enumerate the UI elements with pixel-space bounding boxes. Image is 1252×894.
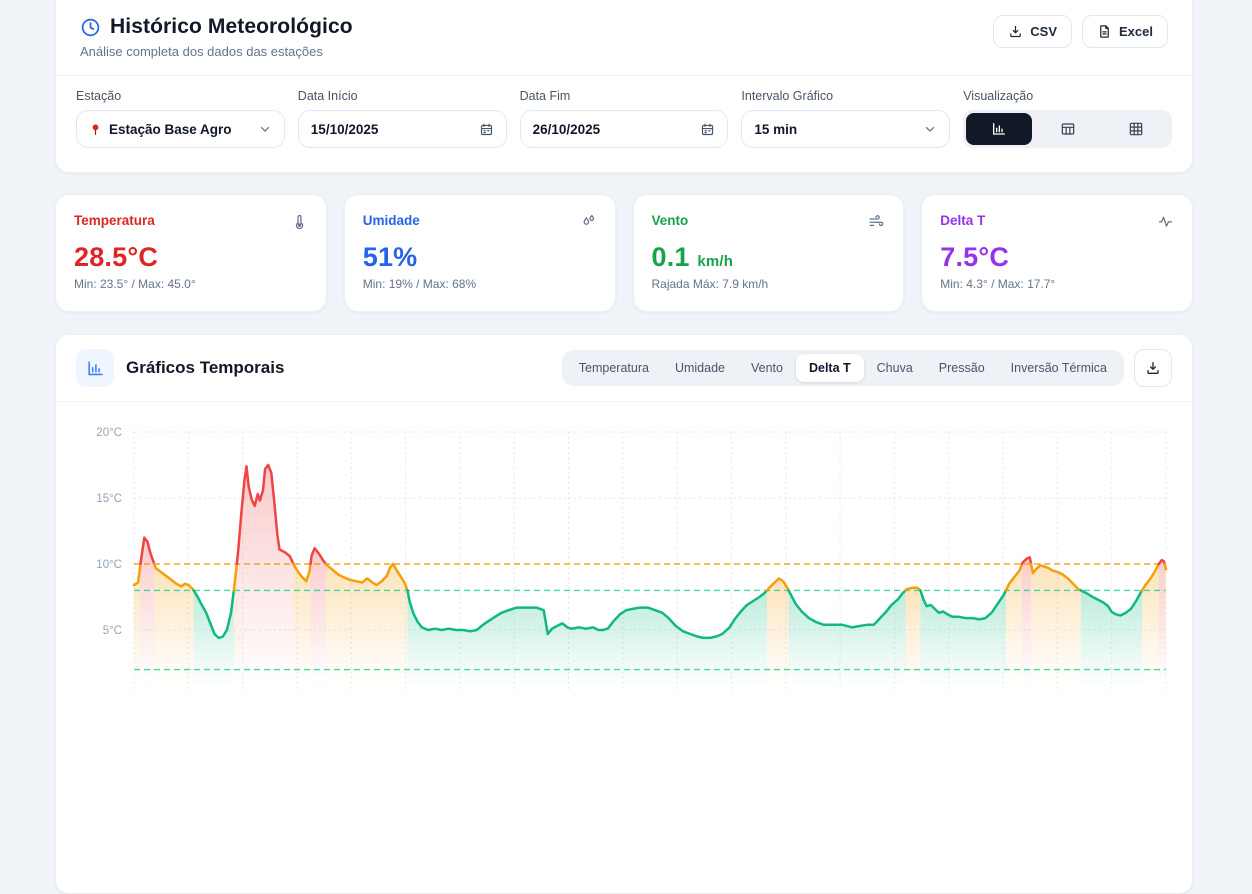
svg-text:10°C: 10°C [96, 559, 122, 571]
export-excel-label: Excel [1119, 24, 1153, 39]
svg-text:20°C: 20°C [96, 427, 122, 439]
bar-chart-icon [76, 349, 114, 387]
delta-t-line-chart: 20°C 15°C 10°C 5°C [96, 427, 1168, 692]
stat-value: 28.5°C [74, 242, 159, 272]
stat-unit: km/h [697, 253, 734, 270]
stat-value: 0.1 [651, 242, 690, 272]
grid-icon [1128, 121, 1144, 137]
page-title: Histórico Meteorológico [110, 15, 353, 38]
tab-chuva[interactable]: Chuva [876, 361, 913, 375]
thermometer-icon [291, 213, 308, 230]
filter-view: Visualização [963, 89, 1172, 148]
view-label: Visualização [963, 89, 1034, 103]
calendar-icon [700, 122, 715, 137]
export-excel-button[interactable]: Excel [1082, 15, 1168, 48]
stat-label: Umidade [362, 213, 420, 228]
stat-card-temperatura: Temperatura 28.5°C Min: 23.5° / Max: 45.… [55, 194, 327, 312]
view-grid-button[interactable] [1103, 113, 1169, 145]
bar-chart-icon [991, 121, 1007, 137]
export-csv-button[interactable]: CSV [993, 15, 1073, 48]
filter-station: Estação Estação Base Agro [76, 89, 285, 148]
download-icon [1145, 360, 1161, 376]
view-table-button[interactable] [1035, 113, 1101, 145]
tab-delta-t[interactable]: Delta T [795, 354, 864, 382]
file-icon [1097, 24, 1112, 39]
map-pin-icon [89, 123, 102, 136]
stat-value: 7.5°C [940, 242, 1010, 272]
filters-row: Estação Estação Base Agro Data Início [56, 76, 1192, 172]
date-start-label: Data Início [297, 89, 358, 103]
stat-card-delta-t: Delta T 7.5°C Min: 4.3° / Max: 17.7° [921, 194, 1193, 312]
stat-card-umidade: Umidade 51% Min: 19% / Max: 68% [343, 194, 616, 312]
main-page: Histórico Meteorológico Análise completa… [55, 0, 1193, 894]
header-left: Histórico Meteorológico Análise completa… [80, 15, 353, 59]
header-divider [56, 75, 1192, 76]
interval-label: Intervalo Gráfico [741, 89, 834, 103]
interval-select[interactable]: 15 min [741, 110, 951, 148]
calendar-icon [479, 122, 494, 137]
table-icon [1060, 121, 1076, 137]
filter-date-start: Data Início 15/10/2025 [297, 89, 507, 148]
date-end-input[interactable]: 26/10/2025 [519, 110, 729, 148]
tab-vento[interactable]: Vento [750, 361, 783, 375]
chart-tabs: Temperatura Umidade Vento Delta T Chuva Press… [561, 350, 1124, 386]
stats-row: Temperatura 28.5°C Min: 23.5° / Max: 45.… [55, 194, 1193, 312]
tab-umidade[interactable]: Umidade [674, 361, 725, 375]
date-start-input[interactable]: 15/10/2025 [297, 110, 507, 148]
view-chart-button[interactable] [966, 113, 1032, 145]
filter-date-end: Data Fim 26/10/2025 [519, 89, 729, 148]
stat-label: Vento [651, 213, 689, 228]
date-end-label: Data Fim [519, 89, 571, 103]
droplets-icon [580, 213, 597, 230]
stat-detail: Min: 4.3° / Max: 17.7° [940, 277, 1056, 291]
stat-detail: Min: 23.5° / Max: 45.0° [74, 277, 196, 291]
tab-inversão-térmica[interactable]: Inversão Térmica [1010, 361, 1107, 375]
stat-label: Temperatura [74, 213, 155, 228]
chart-section-title: Gráficos Temporais [126, 358, 285, 377]
svg-text:5°C: 5°C [103, 625, 122, 637]
page-subtitle: Análise completa dos dados das estações [80, 44, 323, 59]
view-toggle [963, 110, 1172, 148]
stat-detail: Min: 19% / Max: 68% [362, 277, 477, 291]
chart-card: Gráficos Temporais Temperatura Umidade Ven… [55, 334, 1193, 894]
stat-detail: Rajada Máx: 7.9 km/h [651, 277, 769, 291]
activity-icon [1157, 213, 1174, 230]
export-buttons: CSV Excel [993, 15, 1168, 48]
date-end-value: 26/10/2025 [532, 121, 601, 137]
chart-download-button[interactable] [1134, 349, 1172, 387]
chart-divider [56, 401, 1192, 402]
stat-card-vento: Vento 0.1 km/h Rajada Máx: 7.9 km/h [632, 194, 905, 312]
stat-value: 51% [362, 242, 418, 272]
station-label: Estação [76, 89, 122, 103]
chevron-down-icon [258, 122, 272, 136]
date-start-value: 15/10/2025 [310, 121, 379, 137]
station-select[interactable]: Estação Base Agro [76, 110, 285, 148]
station-value: Estação Base Agro [109, 121, 232, 137]
export-csv-label: CSV [1030, 24, 1058, 39]
tab-pressão[interactable]: Pressão [938, 361, 985, 375]
tab-temperatura[interactable]: Temperatura [578, 361, 649, 375]
clock-icon [80, 17, 101, 38]
download-icon [1008, 24, 1023, 39]
interval-value: 15 min [754, 121, 798, 137]
header-card: Histórico Meteorológico Análise completa… [55, 0, 1193, 173]
chevron-down-icon [923, 122, 937, 136]
stat-label: Delta T [940, 213, 986, 228]
svg-text:15°C: 15°C [96, 493, 122, 505]
wind-icon [868, 213, 885, 230]
filter-interval: Intervalo Gráfico 15 min [741, 89, 951, 148]
